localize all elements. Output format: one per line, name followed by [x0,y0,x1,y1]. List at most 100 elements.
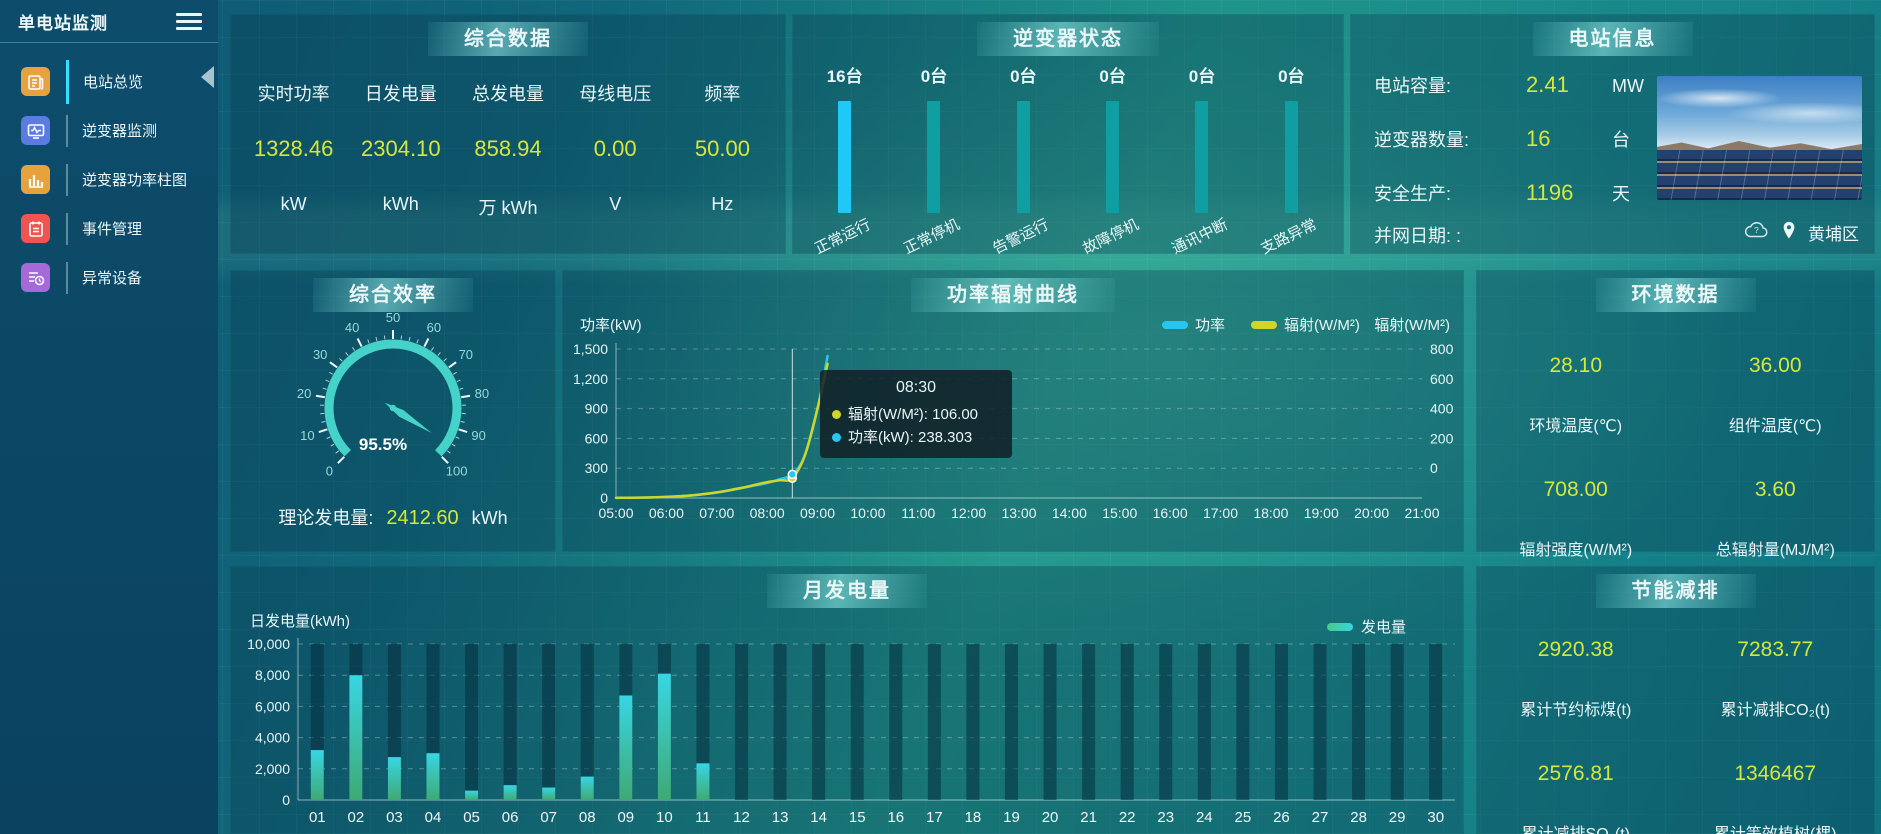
sidebar-item-inverter-monitor[interactable]: 逆变器监测 [0,106,218,155]
svg-text:29: 29 [1389,809,1406,826]
tooltip-series-text: 功率(kW): 238.303 [848,429,973,446]
svg-text:30: 30 [313,347,327,362]
active-indicator [66,212,68,245]
svg-text:50: 50 [386,310,400,325]
svg-text:05:00: 05:00 [598,505,633,521]
svg-text:6,000: 6,000 [255,698,290,714]
menu-toggle-button[interactable] [176,9,202,34]
metric-unit: kW [280,194,307,214]
svg-text:0: 0 [326,464,333,479]
status-bar [1195,101,1209,213]
station-info-row: 安全生产: 1196 天 [1374,180,1630,206]
district-label: 黄埔区 [1808,225,1859,244]
svg-text:12: 12 [733,809,750,826]
svg-text:13:00: 13:00 [1001,505,1036,521]
svg-text:1,500: 1,500 [573,341,608,357]
metric-value: 50.00 [694,136,750,161]
metric-value: 858.94 [474,136,542,161]
bar-shadow [580,644,594,800]
weather-cloud-icon[interactable]: ? [1744,221,1770,244]
station-row-unit: 台 [1612,130,1630,150]
station-row-unit: MW [1612,76,1644,96]
stat: 36.00 组件温度(℃) [1676,354,1876,436]
svg-text:0: 0 [1430,460,1438,476]
monitor-pulse-icon [21,116,50,145]
inverter-status-item: 0台 支路异常 [1247,14,1336,258]
location-pin-icon[interactable] [1782,221,1796,245]
bar-shadow [773,644,787,800]
metric-label: 总发电量 [472,84,544,104]
power-legend-label: 功率 [1195,317,1226,334]
station-row-label: 并网日期: : [1374,226,1462,246]
panel-summary: 综合数据 实时功率 1328.46 kW 日发电量 2304.10 kWh 总发电量 858.… [230,14,786,254]
stat-value: 708.00 [1543,478,1608,501]
svg-text:100: 100 [446,464,468,479]
panel-monthly-generation: 月发电量 日发电量(kWh) 发电量 10,000 8,000 6,000 4,000… [230,566,1464,834]
svg-text:70: 70 [459,347,473,362]
bar-day-09 [619,695,633,800]
station-row-value: 1196 [1526,180,1574,205]
station-info-rows: 电站容量: 2.41 MW 逆变器数量: 16 台安全生产: 1196 天并网日期: : [1350,14,1875,254]
bar-shadow [735,644,749,800]
tooltip-time: 08:30 [895,379,937,396]
sidebar-item-overview[interactable]: 电站总览 [0,57,218,106]
bar-shadow [1159,644,1173,800]
svg-text:04: 04 [425,809,442,826]
bar-chart-icon [21,165,50,194]
stat: 7283.77 累计减排CO₂(t) [1676,638,1876,720]
sidebar-header: 单电站监测 [0,0,218,42]
inverter-count: 0台 [1188,67,1216,86]
chart-tooltip: 08:30 辐射(W/M²): 106.00 功率(kW): 238.303 [820,370,1012,458]
power-legend-swatch [1162,320,1188,329]
svg-text:10: 10 [300,428,314,443]
svg-text:15:00: 15:00 [1102,505,1137,521]
inverter-status-label: 通讯中断 [1169,216,1231,258]
stat: 2920.38 累计节约标煤(t) [1476,638,1676,720]
panel-power-radiation-title: 功率辐射曲线 [911,278,1115,312]
news-icon [21,67,50,96]
stat: 3.60 总辐射量(MJ/M²) [1676,478,1876,560]
inverter-status-item: 0台 故障停机 [1068,14,1157,258]
station-info-row: 电站容量: 2.41 MW [1374,72,1644,98]
svg-text:600: 600 [585,430,609,446]
left-axis-title: 功率(kW) [580,317,642,334]
metric-value: 1328.46 [253,136,334,161]
svg-text:600: 600 [1430,371,1454,387]
svg-text:09: 09 [617,809,634,826]
month-chart-legend[interactable]: 发电量 [1326,616,1406,637]
station-row-label: 逆变器数量: [1374,130,1470,150]
svg-text:03: 03 [386,809,403,826]
svg-text:17: 17 [926,809,943,826]
svg-text:0: 0 [282,792,290,808]
sidebar-collapse-arrow[interactable] [201,66,214,88]
stat-label: 辐射强度(W/M²) [1519,542,1633,559]
legend-item-radiation[interactable]: 辐射(W/M²) [1251,314,1360,335]
active-indicator [66,114,68,147]
svg-text:12:00: 12:00 [951,505,986,521]
inverter-status-bars: 16台 正常运行 0台 正常停机 0台 告警运行 0台 故障停机 0台 通讯中断 0台 支路异常 [800,14,1336,258]
svg-text:23: 23 [1157,809,1174,826]
bar-shadow [465,644,479,800]
svg-text:07: 07 [540,809,557,826]
svg-text:27: 27 [1312,809,1329,826]
legend-item-power[interactable]: 功率 [1162,314,1225,335]
bar-shadow [850,644,864,800]
svg-text:40: 40 [345,320,359,335]
stat-label: 组件温度(℃) [1728,418,1822,435]
svg-text:4,000: 4,000 [255,730,290,746]
panel-station-info-title: 电站信息 [1532,22,1693,56]
svg-text:300: 300 [585,460,609,476]
sidebar-item-event-management[interactable]: 事件管理 [0,204,218,253]
stat-label: 累计减排CO₂(t) [1720,702,1830,719]
active-indicator [66,163,68,196]
power-chart-legend: 功率 辐射(W/M²) [1162,314,1360,335]
monthly-generation-chart[interactable]: 10,000 8,000 6,000 4,000 2,000 0 01 02 03 04 05 06 0… [230,566,1464,834]
stat-value: 1346467 [1734,762,1817,785]
svg-text:22: 22 [1119,809,1136,826]
bar-shadow [1390,644,1404,800]
sidebar-item-abnormal-devices[interactable]: 异常设备 [0,253,218,302]
svg-text:900: 900 [585,401,609,417]
sidebar-item-inverter-power-bars[interactable]: 逆变器功率柱图 [0,155,218,204]
month-chart-ylabel: 日发电量(kWh) [250,613,350,630]
